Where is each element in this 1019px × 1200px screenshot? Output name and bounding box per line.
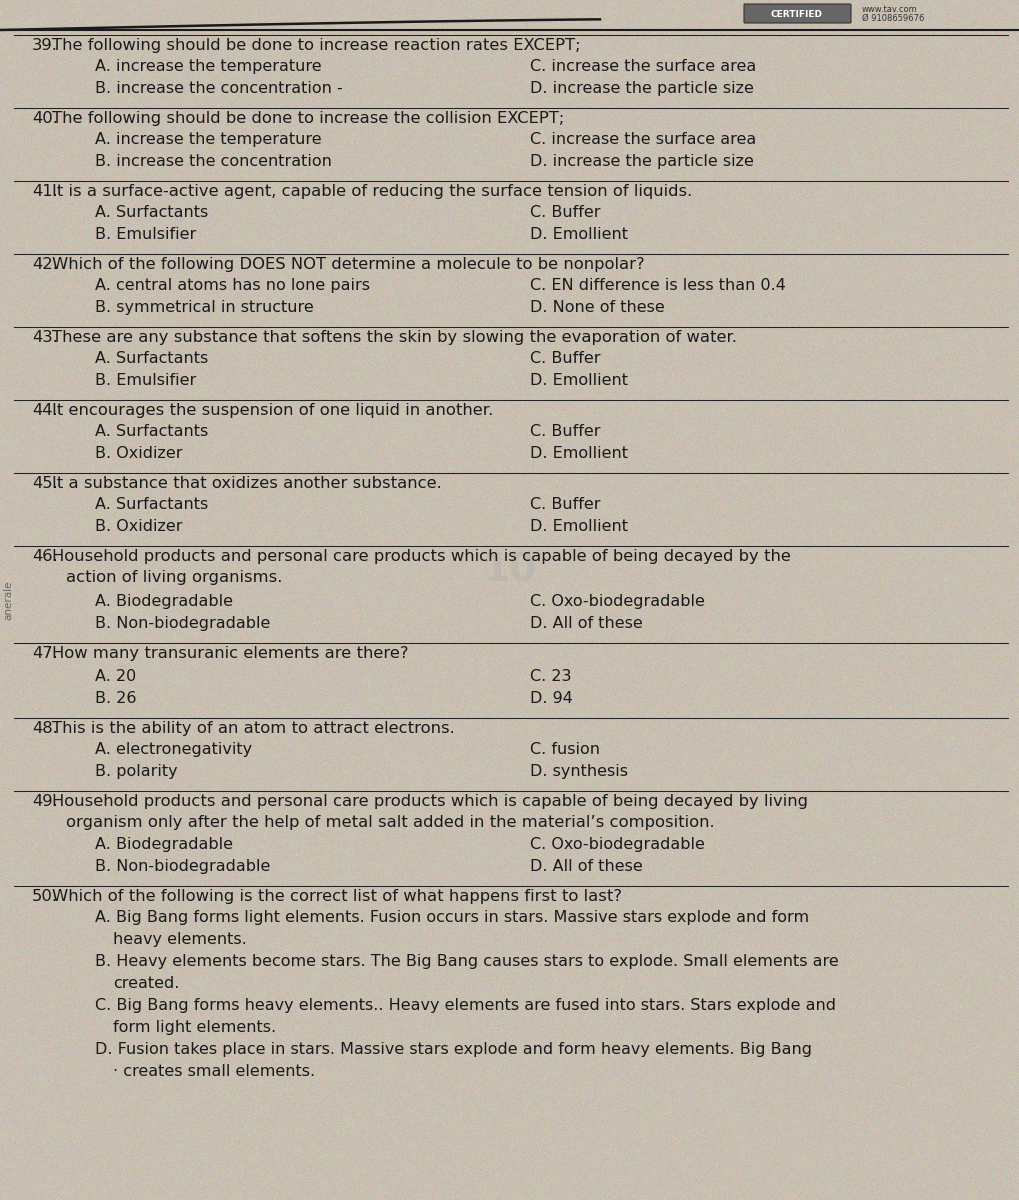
Text: B. increase the concentration: B. increase the concentration <box>95 154 331 169</box>
Text: 42.: 42. <box>32 257 58 272</box>
Text: 43.: 43. <box>32 330 58 346</box>
Text: D. All of these: D. All of these <box>530 616 642 631</box>
Text: C. Big Bang forms heavy elements.. Heavy elements are fused into stars. Stars ex: C. Big Bang forms heavy elements.. Heavy… <box>95 998 836 1013</box>
Text: C. 23: C. 23 <box>530 670 571 684</box>
Text: B. 26: B. 26 <box>95 691 137 706</box>
Text: C. Buffer: C. Buffer <box>530 424 600 439</box>
Text: C. Oxo-biodegradable: C. Oxo-biodegradable <box>530 838 704 852</box>
Text: D. Emollient: D. Emollient <box>530 518 628 534</box>
Text: B. polarity: B. polarity <box>95 764 177 779</box>
Text: 45.: 45. <box>32 476 58 491</box>
Text: A. Surfactants: A. Surfactants <box>95 350 208 366</box>
Text: 40.: 40. <box>32 110 58 126</box>
Text: C. Buffer: C. Buffer <box>530 205 600 220</box>
Text: www.tav.com: www.tav.com <box>861 5 917 14</box>
Text: It a substance that oxidizes another substance.: It a substance that oxidizes another sub… <box>52 476 441 491</box>
Text: A. increase the temperature: A. increase the temperature <box>95 59 321 74</box>
Text: A. central atoms has no lone pairs: A. central atoms has no lone pairs <box>95 278 370 293</box>
Text: 48.: 48. <box>32 721 58 736</box>
Text: A. Big Bang forms light elements. Fusion occurs in stars. Massive stars explode : A. Big Bang forms light elements. Fusion… <box>95 910 808 925</box>
Text: D. All of these: D. All of these <box>530 859 642 874</box>
Text: D. 94: D. 94 <box>530 691 573 706</box>
Text: 41.: 41. <box>32 184 58 199</box>
Text: C. increase the surface area: C. increase the surface area <box>530 59 755 74</box>
Text: These are any substance that softens the skin by slowing the evaporation of wate: These are any substance that softens the… <box>52 330 737 346</box>
Text: D. increase the particle size: D. increase the particle size <box>530 154 753 169</box>
Text: A. electronegativity: A. electronegativity <box>95 742 252 757</box>
Text: This is the ability of an atom to attract electrons.: This is the ability of an atom to attrac… <box>52 721 454 736</box>
Text: 50.: 50. <box>32 889 58 904</box>
Text: D. Emollient: D. Emollient <box>530 373 628 388</box>
Text: Ø 9108659676: Ø 9108659676 <box>861 14 923 23</box>
Text: C. Buffer: C. Buffer <box>530 497 600 512</box>
Text: The following should be done to increase the collision EXCEPT;: The following should be done to increase… <box>52 110 564 126</box>
Text: A. 20: A. 20 <box>95 670 137 684</box>
Text: B. Non-biodegradable: B. Non-biodegradable <box>95 859 270 874</box>
Text: B. symmetrical in structure: B. symmetrical in structure <box>95 300 314 314</box>
Text: D. Emollient: D. Emollient <box>530 446 628 461</box>
Text: Which of the following is the correct list of what happens first to last?: Which of the following is the correct li… <box>52 889 622 904</box>
Text: A. Biodegradable: A. Biodegradable <box>95 838 232 852</box>
Text: D. synthesis: D. synthesis <box>530 764 628 779</box>
Text: The following should be done to increase reaction rates EXCEPT;: The following should be done to increase… <box>52 38 580 53</box>
Text: anerale: anerale <box>3 581 13 619</box>
Text: B. Emulsifier: B. Emulsifier <box>95 373 196 388</box>
Text: B. Oxidizer: B. Oxidizer <box>95 446 182 461</box>
Text: B. Non-biodegradable: B. Non-biodegradable <box>95 616 270 631</box>
Text: It is a surface-active agent, capable of reducing the surface tension of liquids: It is a surface-active agent, capable of… <box>52 184 692 199</box>
Text: B. Emulsifier: B. Emulsifier <box>95 227 196 242</box>
Text: A. Surfactants: A. Surfactants <box>95 497 208 512</box>
Text: C. increase the surface area: C. increase the surface area <box>530 132 755 146</box>
Text: A. increase the temperature: A. increase the temperature <box>95 132 321 146</box>
Text: D. Fusion takes place in stars. Massive stars explode and form heavy elements. B: D. Fusion takes place in stars. Massive … <box>95 1042 811 1057</box>
Text: form light elements.: form light elements. <box>113 1020 276 1034</box>
Text: 46.: 46. <box>32 550 58 564</box>
Text: organism only after the help of metal salt added in the material’s composition.: organism only after the help of metal sa… <box>66 815 714 830</box>
Text: C. Oxo-biodegradable: C. Oxo-biodegradable <box>530 594 704 608</box>
Text: created.: created. <box>113 976 179 991</box>
Text: It encourages the suspension of one liquid in another.: It encourages the suspension of one liqu… <box>52 403 493 418</box>
Text: 47.: 47. <box>32 646 58 661</box>
Text: B. Heavy elements become stars. The Big Bang causes stars to explode. Small elem: B. Heavy elements become stars. The Big … <box>95 954 838 970</box>
Text: 10: 10 <box>482 551 537 589</box>
Text: · creates small elements.: · creates small elements. <box>113 1064 315 1079</box>
Text: A. Surfactants: A. Surfactants <box>95 205 208 220</box>
Text: action of living organisms.: action of living organisms. <box>66 570 282 584</box>
Text: B. Oxidizer: B. Oxidizer <box>95 518 182 534</box>
Text: B. increase the concentration -: B. increase the concentration - <box>95 80 342 96</box>
Text: Household products and personal care products which is capable of being decayed : Household products and personal care pro… <box>52 550 790 564</box>
Text: 39.: 39. <box>32 38 58 53</box>
Text: C. fusion: C. fusion <box>530 742 599 757</box>
Text: D. Emollient: D. Emollient <box>530 227 628 242</box>
Text: 44.: 44. <box>32 403 57 418</box>
Text: C. EN difference is less than 0.4: C. EN difference is less than 0.4 <box>530 278 785 293</box>
Text: Household products and personal care products which is capable of being decayed : Household products and personal care pro… <box>52 794 807 809</box>
Text: CERTIFIED: CERTIFIED <box>770 10 822 19</box>
Text: A. Biodegradable: A. Biodegradable <box>95 594 232 608</box>
Text: D. None of these: D. None of these <box>530 300 664 314</box>
Text: D. increase the particle size: D. increase the particle size <box>530 80 753 96</box>
Text: heavy elements.: heavy elements. <box>113 932 247 947</box>
FancyBboxPatch shape <box>743 4 850 23</box>
Text: 49.: 49. <box>32 794 58 809</box>
Text: How many transuranic elements are there?: How many transuranic elements are there? <box>52 646 408 661</box>
Text: A. Surfactants: A. Surfactants <box>95 424 208 439</box>
Text: Which of the following DOES NOT determine a molecule to be nonpolar?: Which of the following DOES NOT determin… <box>52 257 644 272</box>
Text: C. Buffer: C. Buffer <box>530 350 600 366</box>
